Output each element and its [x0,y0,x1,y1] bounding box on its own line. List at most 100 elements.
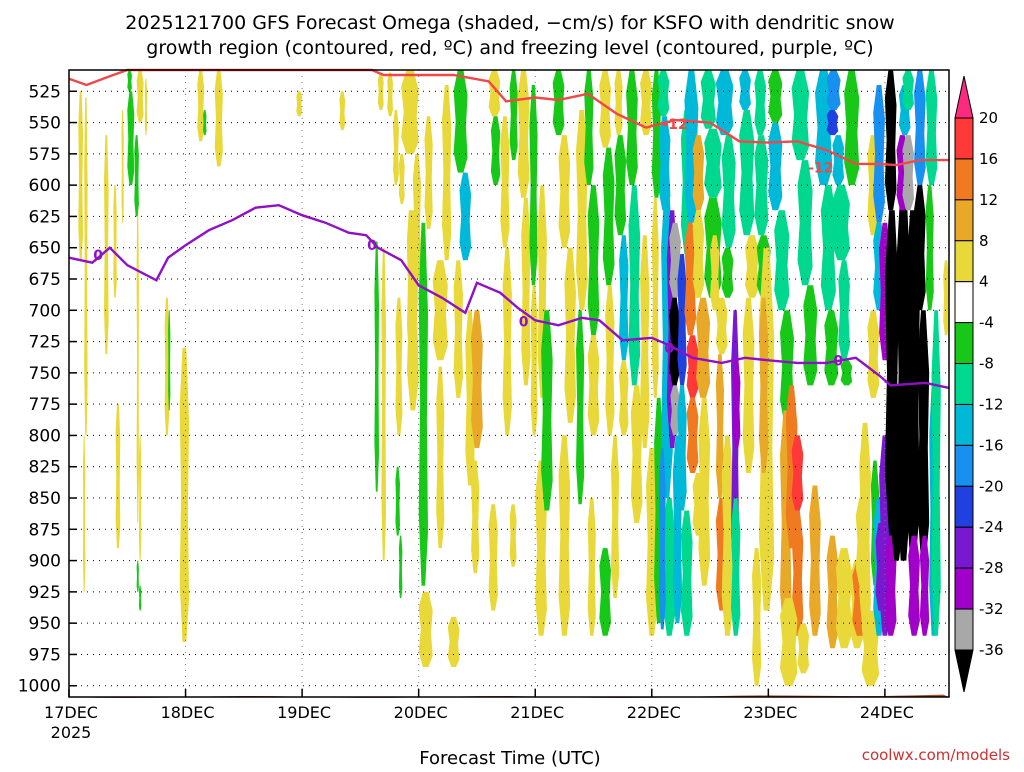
omega-region-134 [754,135,769,236]
omega-shading [69,70,949,698]
omega-region-42 [453,70,468,173]
colorbar-cell-12 [954,567,974,610]
omega-region-164 [844,70,860,186]
colorbar-cell-3 [954,199,974,242]
omega-region-169 [861,610,880,686]
omega-region-145 [791,435,804,511]
omega-region-21 [203,110,207,136]
colorbar: 20 16 12 8 4 -4 -8 -12 -16 -20 -24 -28 -32 -36 [954,75,1004,693]
omega-region-189 [908,535,920,636]
y-tick-label-725: 725 [29,333,61,353]
x-tick-label-24DEC: 24DEC [860,703,914,722]
omega-region-82 [640,70,652,136]
colorbar-label-3: 8 [979,232,989,250]
freezing-level-contour-label-4: 0 [833,353,843,369]
omega-region-7 [136,203,139,523]
omega-region-19 [197,70,205,142]
omega-region-73 [602,147,615,286]
omega-region-81 [630,385,643,523]
freezing-level-contour-label-0: 0 [93,248,103,264]
omega-region-20 [214,70,223,167]
omega-region-40 [442,85,452,261]
omega-region-186 [902,70,914,110]
omega-region-66 [564,247,576,423]
omega-region-147 [780,598,798,686]
omega-region-33 [398,535,403,599]
omega-region-132 [742,297,755,473]
chart-title-line1: 2025121700 GFS Forecast Omega (shaded, −… [125,12,894,34]
colorbar-label-7: -12 [979,395,1004,413]
omega-region-5 [121,110,124,223]
omega-region-70 [587,185,600,336]
omega-region-71 [587,335,600,436]
omega-region-36 [407,210,419,411]
omega-region-100 [670,385,680,436]
y-tick-label-700: 700 [29,301,61,321]
omega-region-60 [509,504,517,567]
omega-region-152 [797,623,810,674]
omega-region-195 [925,185,934,311]
omega-region-128 [731,498,741,636]
omega-region-41 [436,366,445,549]
omega-region-31 [395,297,403,436]
x-axis-label: Forecast Time (UTC) [419,748,600,768]
omega-region-99 [669,297,680,386]
omega-region-155 [824,310,839,386]
x-tick-label-19DEC: 19DEC [277,703,331,722]
omega-region-32 [395,466,400,536]
omega-region-150 [803,285,818,386]
omega-region-108 [686,335,699,398]
colorbar-cell-4 [954,240,974,283]
freezing-level-contour-label-3: 0 [664,341,674,357]
omega-region-122 [715,297,728,355]
x-tick-label-18DEC: 18DEC [161,703,215,722]
omega-region-57 [418,591,433,667]
omega-region-193 [919,535,930,636]
omega-region-191 [914,185,926,311]
omega-region-52 [509,70,518,161]
credit-text: coolwx.com/models [862,746,1010,764]
omega-region-125 [721,435,734,636]
y-tick-label-875: 875 [29,520,61,540]
omega-region-119 [715,70,734,136]
omega-region-11 [136,70,144,123]
y-tick-label-675: 675 [29,270,61,290]
omega-region-84 [646,448,658,636]
omega-region-157 [826,70,841,110]
y-tick-label-625: 625 [29,207,61,227]
omega-region-114 [698,397,711,586]
omega-region-88 [558,435,571,636]
omega-region-86 [587,498,596,636]
omega-region-113 [696,297,711,398]
colorbar-label-12: -32 [979,600,1004,618]
colorbar-cell-2 [954,158,974,201]
omega-region-13 [164,297,170,436]
omega-region-121 [721,247,734,298]
chart-title-line2: growth region (contoured, red, ºC) and f… [146,37,873,59]
omega-region-197 [931,310,941,636]
colorbar-cell-1 [954,117,974,160]
colorbar-label-2: 12 [979,191,998,209]
y-tick-label-550: 550 [29,114,61,134]
omega-region-120 [721,135,736,248]
y-tick-label-1000: 1000 [18,677,61,697]
x-tick-label-17DEC: 17DEC [44,703,98,722]
omega-region-18 [179,347,190,642]
freezing-level-contour-label-2: 0 [519,315,529,331]
omega-region-141 [774,210,790,311]
colorbar-label-4: 4 [979,273,989,291]
omega-region-58 [447,616,460,667]
omega-region-63 [541,310,553,511]
omega-region-168 [859,422,871,636]
omega-region-2 [83,435,86,592]
omega-region-190 [914,70,926,186]
y-tick-label-800: 800 [29,426,61,446]
omega-region-28 [398,153,405,204]
y-tick-label-850: 850 [29,489,61,509]
omega-region-162 [840,360,853,386]
omega-region-25 [381,247,386,561]
omega-region-69 [584,70,594,186]
colorbar-label-0: 20 [979,109,998,127]
omega-region-179 [884,70,897,211]
